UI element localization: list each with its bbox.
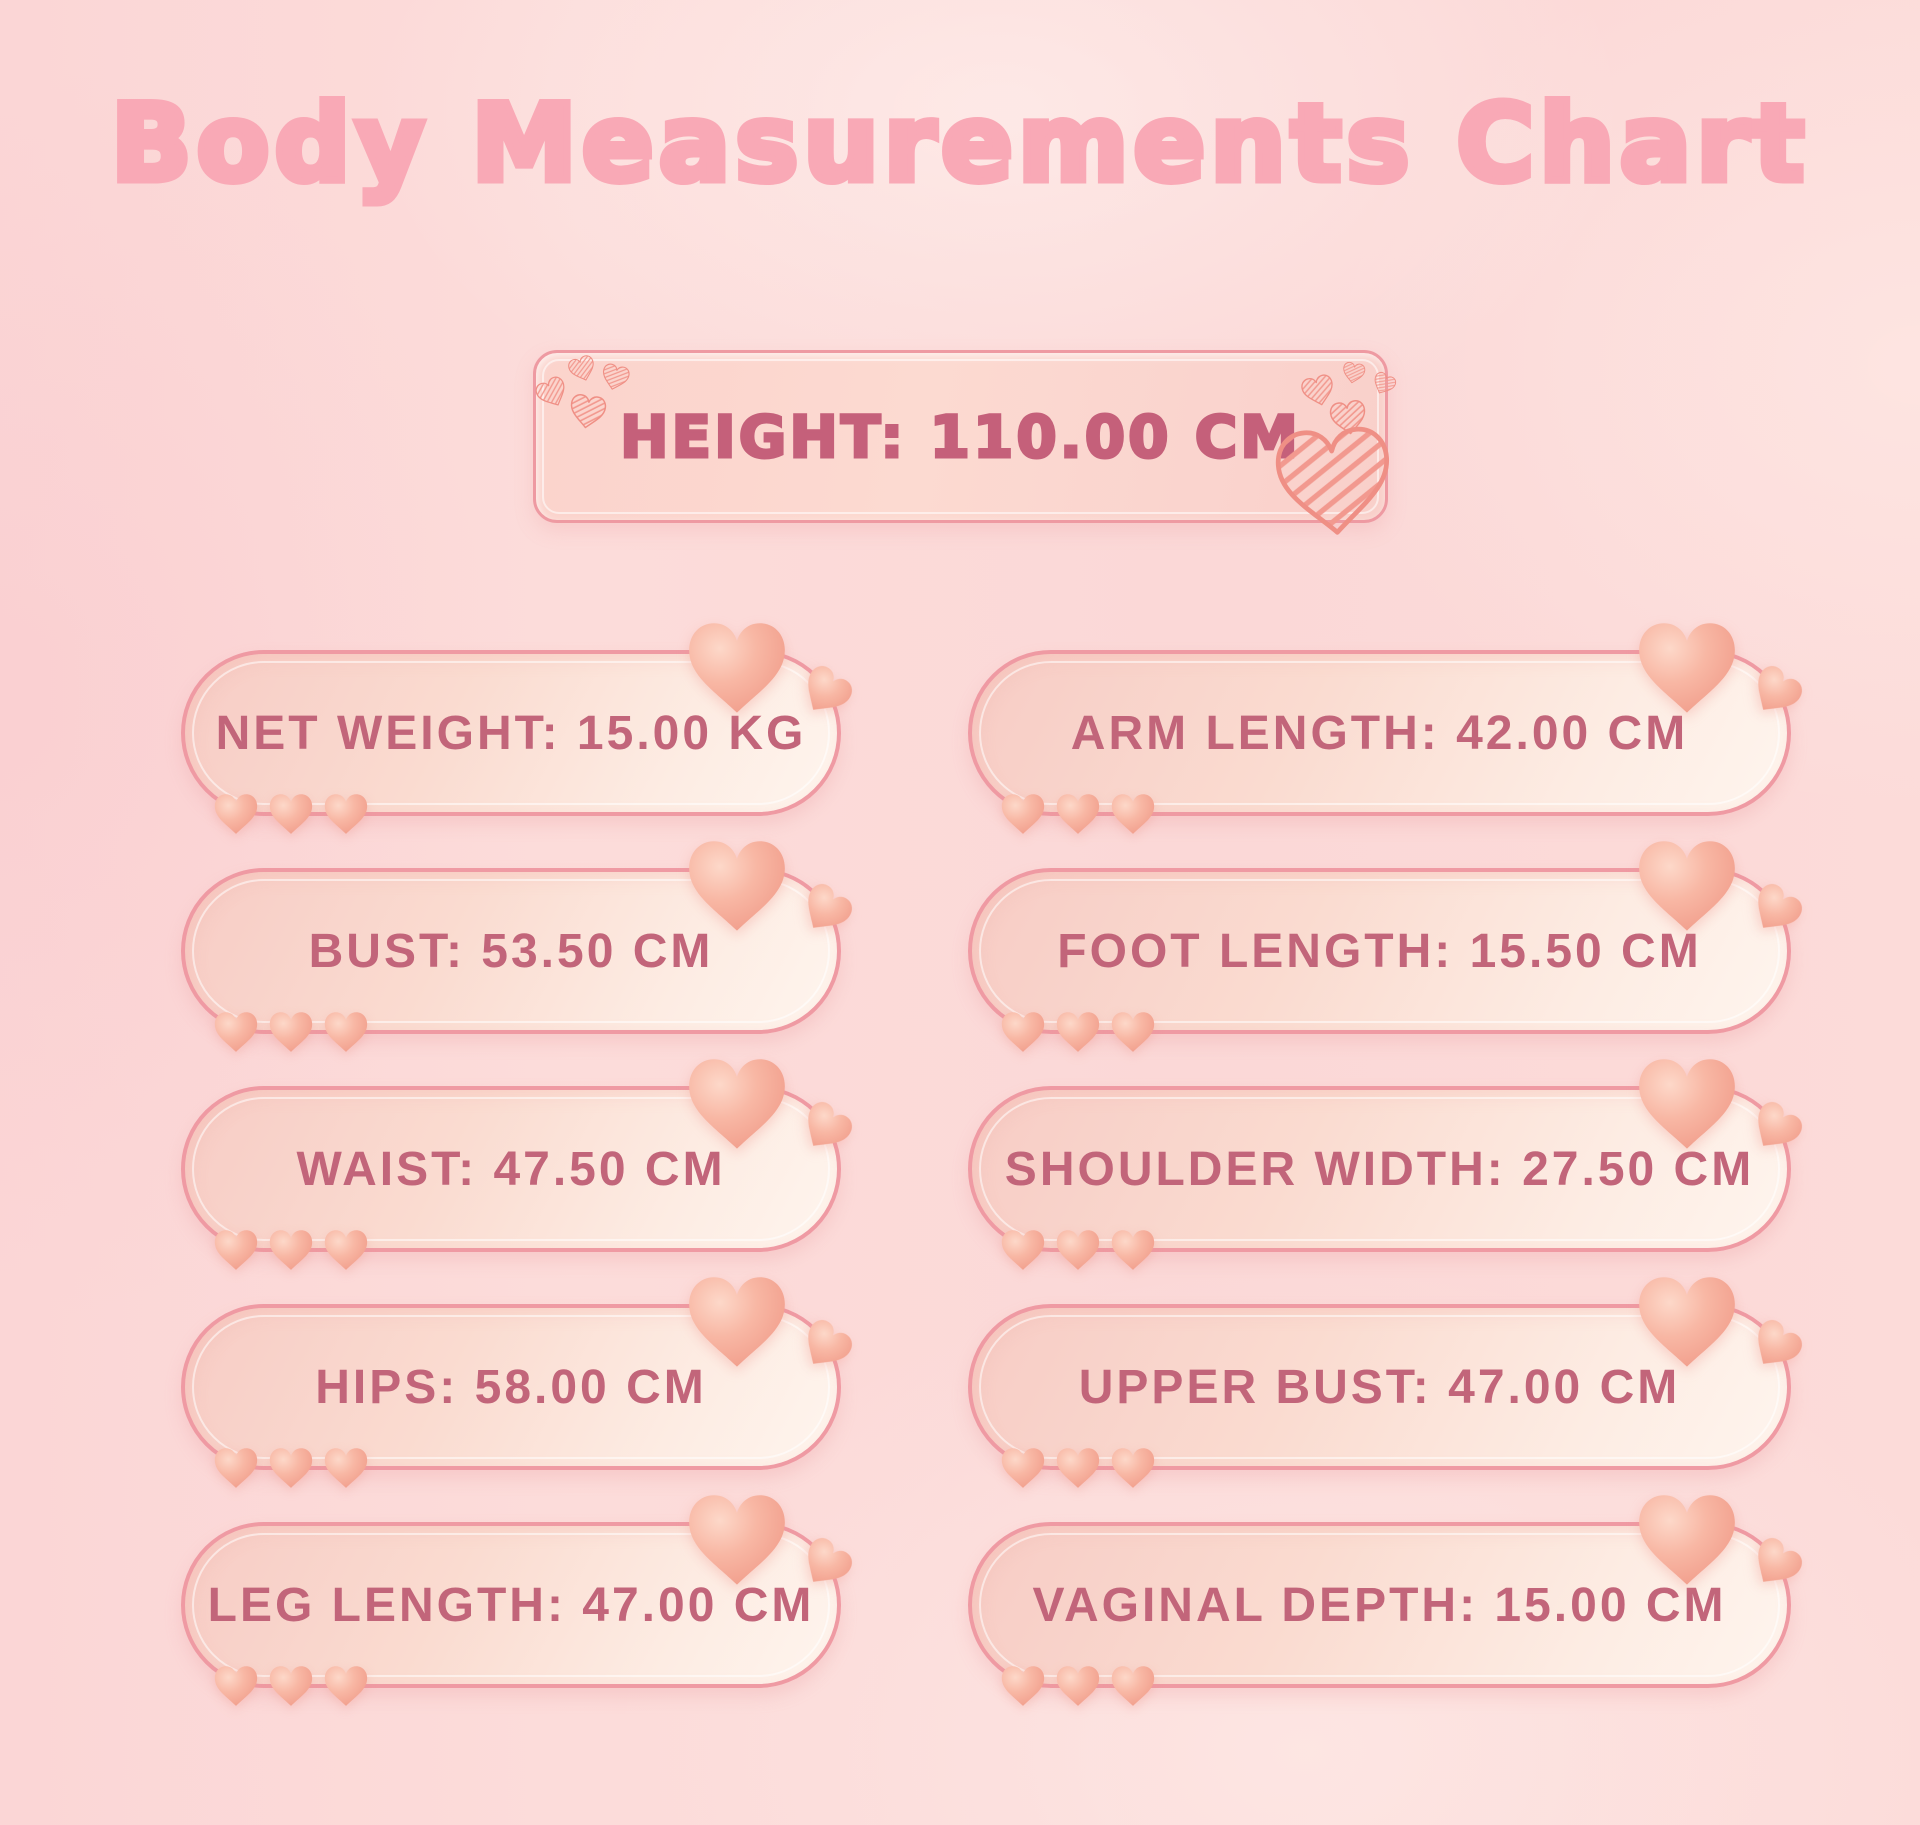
measurement-label: ARM LENGTH: 42.00 CM xyxy=(1070,706,1689,760)
page-title: Body Measurements Chart xyxy=(107,79,1810,209)
tiny-heart-icon xyxy=(1055,792,1101,838)
measurement-label: NET WEIGHT: 15.00 KG xyxy=(215,706,807,760)
bottom-hearts xyxy=(213,1446,369,1492)
measurement-label: UPPER BUST: 47.00 CM xyxy=(1078,1360,1681,1414)
measurement-pill-arm-length: ARM LENGTH: 42.00 CM xyxy=(968,650,1791,816)
tiny-heart-icon xyxy=(268,1446,314,1492)
tiny-heart-icon xyxy=(213,1228,259,1274)
measurement-label: HIPS: 58.00 CM xyxy=(315,1360,707,1414)
tiny-heart-icon xyxy=(213,1664,259,1710)
measurement-label: FOOT LENGTH: 15.50 CM xyxy=(1057,924,1702,978)
heart-icon xyxy=(682,836,792,940)
bottom-hearts xyxy=(1000,1228,1156,1274)
measurement-label: LEG LENGTH: 47.00 CM xyxy=(207,1578,815,1632)
tiny-heart-icon xyxy=(1000,792,1046,838)
tiny-heart-icon xyxy=(1110,1446,1156,1492)
heart-icon xyxy=(682,1272,792,1376)
bottom-hearts xyxy=(1000,792,1156,838)
bottom-hearts xyxy=(213,1228,369,1274)
measurement-label: VAGINAL DEPTH: 15.00 CM xyxy=(1032,1578,1727,1632)
scribble-heart-icon xyxy=(567,392,609,434)
bottom-hearts xyxy=(1000,1010,1156,1056)
height-banner: HEIGHT: 110.00 CM xyxy=(533,350,1388,523)
measurement-pill-upper-bust: UPPER BUST: 47.00 CM xyxy=(968,1304,1791,1470)
tiny-heart-icon xyxy=(1110,1010,1156,1056)
measurement-pill-bust: BUST: 53.50 CM xyxy=(181,868,841,1034)
bottom-hearts xyxy=(213,792,369,838)
measurement-pill-waist: WAIST: 47.50 CM xyxy=(181,1086,841,1252)
scribble-heart-icon xyxy=(1270,421,1398,547)
measurement-pill-net-weight: NET WEIGHT: 15.00 KG xyxy=(181,650,841,816)
heart-icon xyxy=(682,1490,792,1594)
heart-icon xyxy=(682,1054,792,1158)
tiny-heart-icon xyxy=(323,792,369,838)
tiny-heart-icon xyxy=(213,1010,259,1056)
heart-icon xyxy=(1632,618,1742,722)
tiny-heart-icon xyxy=(1055,1010,1101,1056)
heart-icon xyxy=(682,618,792,722)
tiny-heart-icon xyxy=(268,1228,314,1274)
tiny-heart-icon xyxy=(323,1664,369,1710)
measurement-pill-hips: HIPS: 58.00 CM xyxy=(181,1304,841,1470)
height-label: HEIGHT: 110.00 CM xyxy=(619,401,1301,472)
measurement-pill-shoulder-width: SHOULDER WIDTH: 27.50 CM xyxy=(968,1086,1791,1252)
measurement-pill-vaginal-depth: VAGINAL DEPTH: 15.00 CM xyxy=(968,1522,1791,1688)
measurement-pill-foot-length: FOOT LENGTH: 15.50 CM xyxy=(968,868,1791,1034)
bottom-hearts xyxy=(213,1010,369,1056)
tiny-heart-icon xyxy=(1055,1228,1101,1274)
tiny-heart-icon xyxy=(1110,1664,1156,1710)
measurement-pill-leg-length: LEG LENGTH: 47.00 CM xyxy=(181,1522,841,1688)
tiny-heart-icon xyxy=(1000,1010,1046,1056)
tiny-heart-icon xyxy=(1055,1664,1101,1710)
tiny-heart-icon xyxy=(1110,1228,1156,1274)
tiny-heart-icon xyxy=(268,792,314,838)
heart-icon xyxy=(1632,836,1742,940)
measurement-label: WAIST: 47.50 CM xyxy=(296,1142,726,1196)
tiny-heart-icon xyxy=(213,792,259,838)
measurement-label: BUST: 53.50 CM xyxy=(308,924,714,978)
bottom-hearts xyxy=(213,1664,369,1710)
heart-icon xyxy=(1632,1490,1742,1594)
measurement-label: SHOULDER WIDTH: 27.50 CM xyxy=(1004,1142,1755,1196)
tiny-heart-icon xyxy=(213,1446,259,1492)
tiny-heart-icon xyxy=(268,1010,314,1056)
bottom-hearts xyxy=(1000,1664,1156,1710)
tiny-heart-icon xyxy=(268,1664,314,1710)
tiny-heart-icon xyxy=(1110,792,1156,838)
tiny-heart-icon xyxy=(323,1228,369,1274)
heart-icon xyxy=(1632,1054,1742,1158)
bottom-hearts xyxy=(1000,1446,1156,1492)
scribble-heart-icon xyxy=(1340,360,1367,387)
tiny-heart-icon xyxy=(323,1446,369,1492)
heart-icon xyxy=(1632,1272,1742,1376)
tiny-heart-icon xyxy=(1055,1446,1101,1492)
tiny-heart-icon xyxy=(323,1010,369,1056)
tiny-heart-icon xyxy=(1000,1446,1046,1492)
tiny-heart-icon xyxy=(1000,1228,1046,1274)
tiny-heart-icon xyxy=(1000,1664,1046,1710)
